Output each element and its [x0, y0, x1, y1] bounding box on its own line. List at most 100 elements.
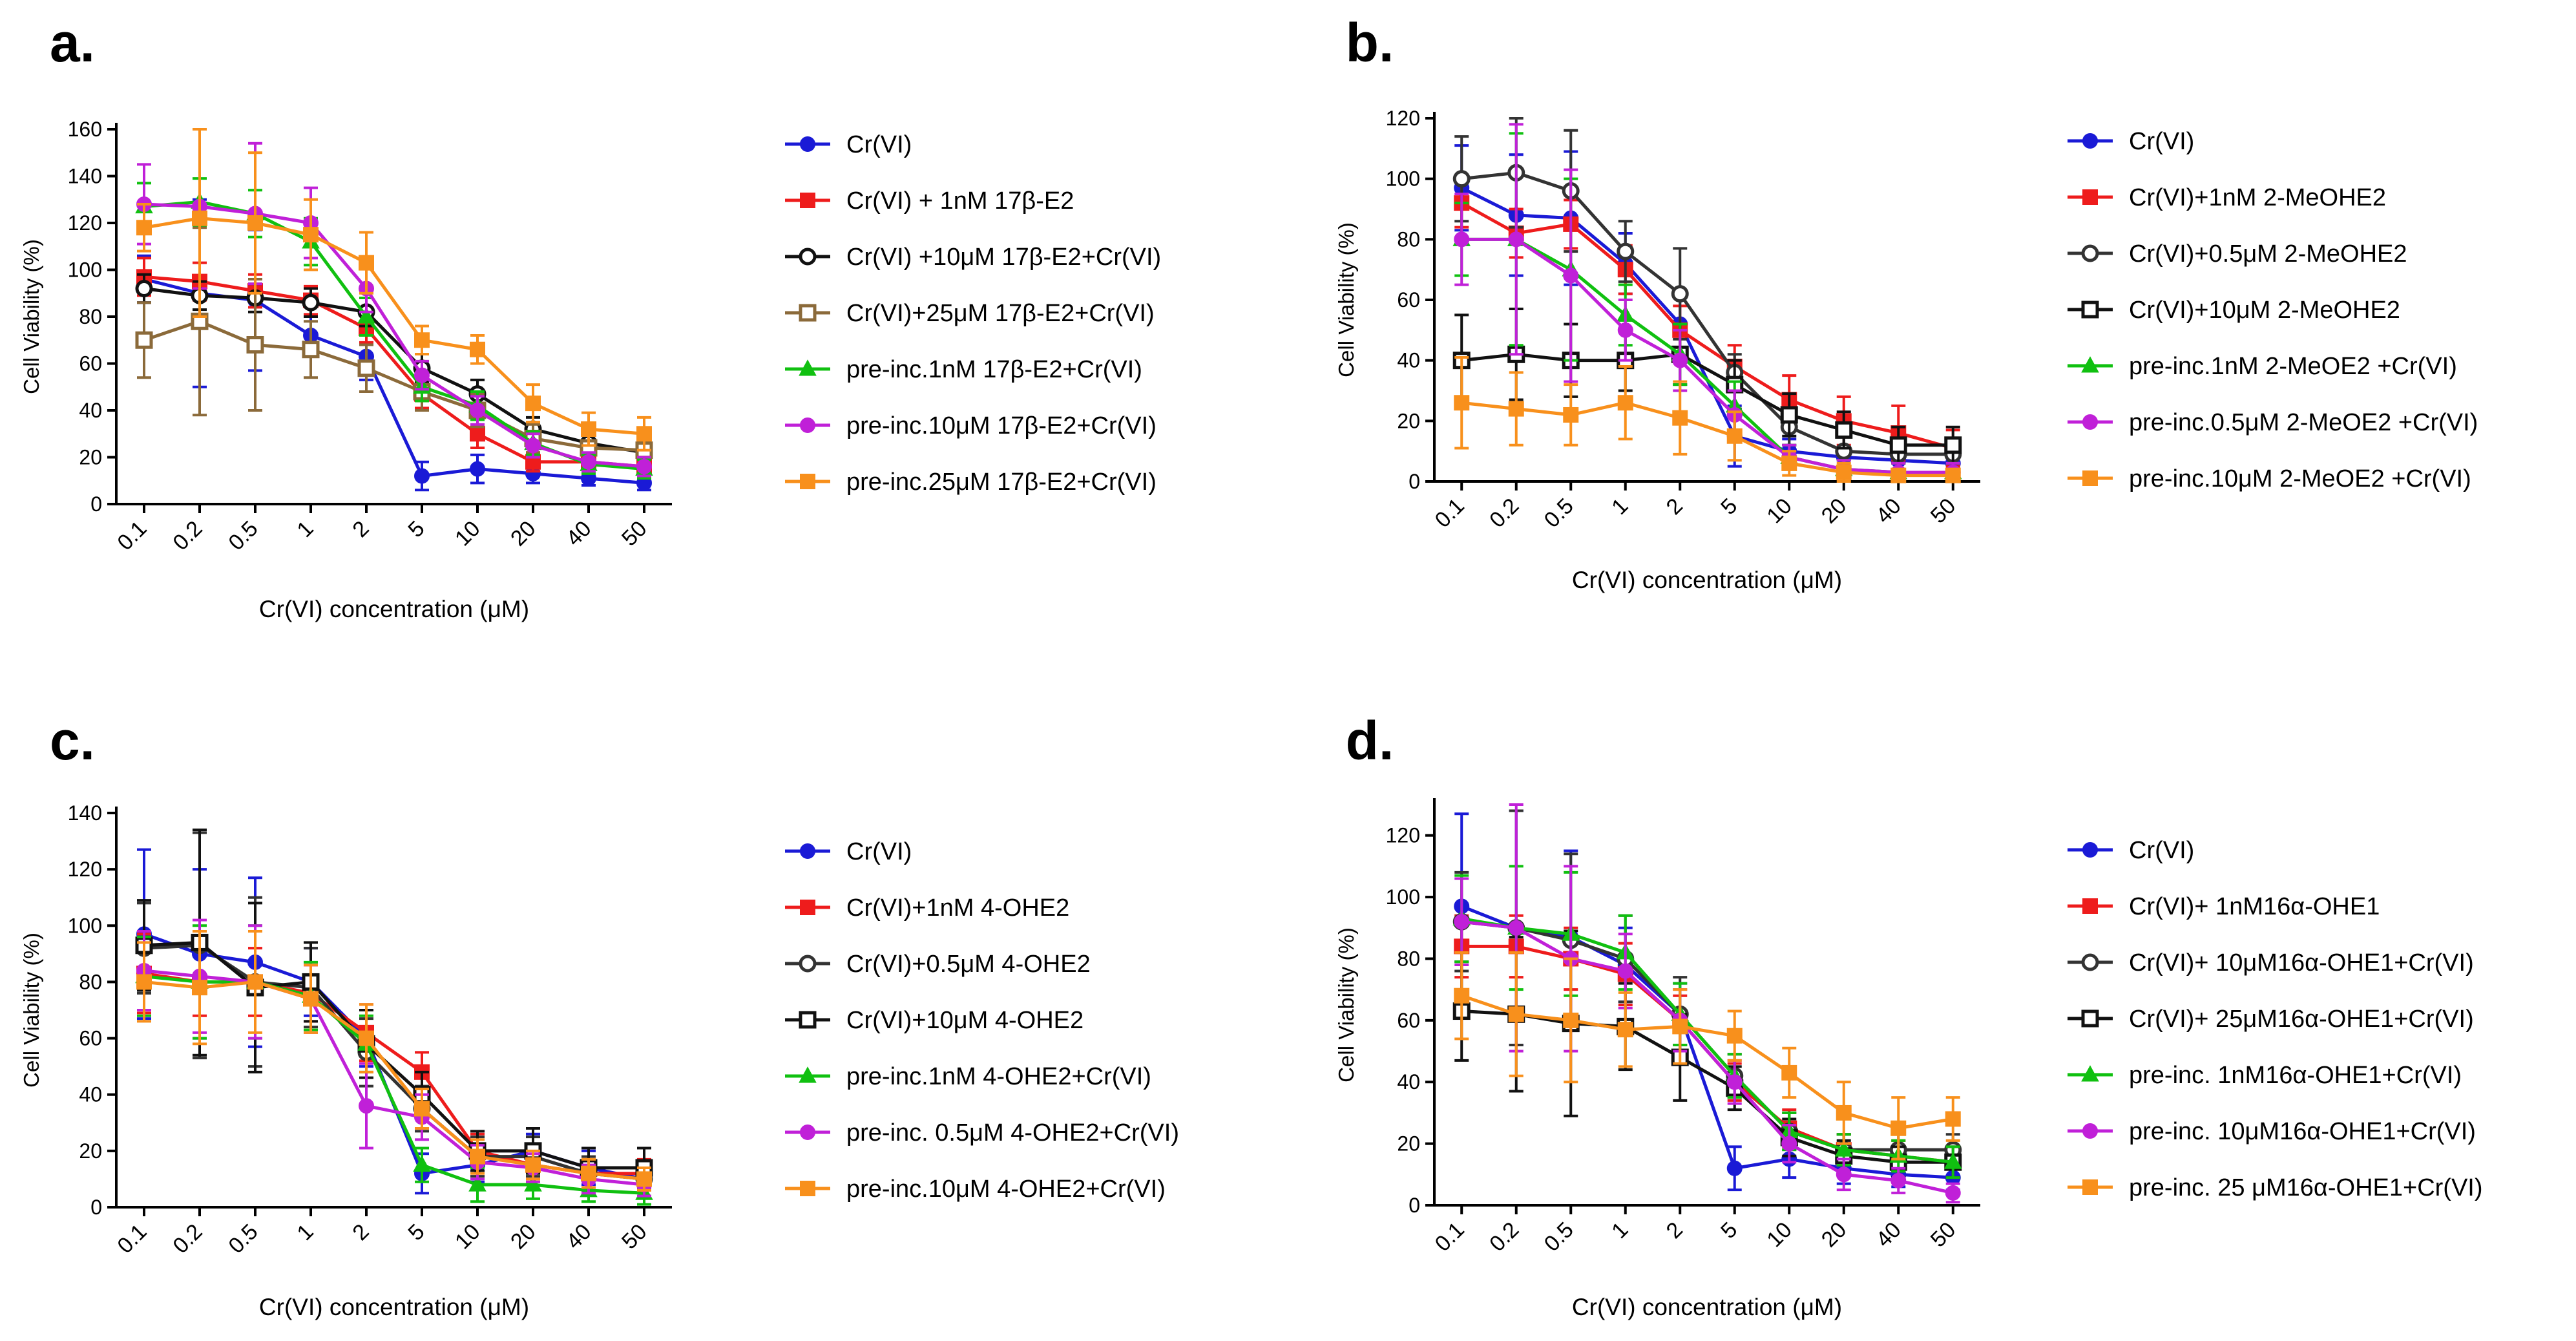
series-line: [143, 940, 644, 1170]
y-axis-label: Cell Viability (%): [1334, 927, 1358, 1082]
legend-marker: [2082, 842, 2098, 858]
series-4: [1452, 929, 1962, 1179]
legend-label: Cr(VI)+ 1nM16α-OHE1: [2129, 893, 2380, 920]
legend-item: Cr(VI)+ 10μM16α-OHE1+Cr(VI): [2068, 949, 2474, 977]
legend-item: Cr(VI)+ 25μM16α-OHE1+Cr(VI): [2068, 1006, 2474, 1033]
x-tick-label: 0.1: [1430, 494, 1469, 533]
y-tick-label: 20: [1397, 409, 1420, 432]
x-tick-label: 20: [1817, 1218, 1852, 1252]
y-tick-label: 140: [68, 801, 102, 825]
series-line: [1461, 916, 1954, 1164]
x-tick-label: 0.5: [1540, 1218, 1578, 1256]
data-point: [359, 1030, 374, 1046]
legend-marker: [2082, 133, 2098, 149]
panel-letter: c.: [50, 710, 95, 771]
data-point: [302, 341, 320, 359]
legend-label: Cr(VI) + 1nM 17β-E2: [846, 187, 1074, 215]
legend-item: pre-inc.10μM 2-MeOE2 +Cr(VI): [2068, 465, 2471, 492]
x-tick-label: 1: [292, 1220, 318, 1245]
x-tick-label: 10: [450, 516, 485, 551]
legend-item: Cr(VI)+ 1nM16α-OHE1: [2068, 893, 2380, 920]
data-point: [192, 210, 207, 226]
legend-marker: [800, 417, 815, 433]
legend-item: Cr(VI) + 1nM 17β-E2: [785, 187, 1074, 215]
x-tick-label: 10: [1762, 494, 1797, 529]
legend-item: pre-inc. 0.5μM 4-OHE2+Cr(VI): [785, 1119, 1179, 1146]
legend-marker: [2081, 1065, 2099, 1082]
y-tick-label: 80: [79, 305, 102, 328]
data-point: [1945, 1111, 1961, 1127]
legend-item: Cr(VI): [2068, 837, 2194, 864]
data-point: [192, 980, 207, 996]
legend-marker: [2082, 189, 2098, 205]
data-point: [1563, 268, 1579, 284]
legend-item: pre-inc.0.5μM 2-MeOE2 +Cr(VI): [2068, 409, 2478, 436]
data-point: [1454, 395, 1470, 411]
x-tick-label: 2: [348, 516, 373, 542]
x-axis-label: Cr(VI) concentration (μM): [1572, 1294, 1842, 1320]
x-tick-label: 20: [506, 516, 541, 551]
series-line: [1461, 905, 1953, 1179]
series-line: [1461, 994, 1954, 1130]
legend-label: pre-inc.0.5μM 2-MeOE2 +Cr(VI): [2129, 409, 2478, 436]
legend-item: pre-inc.10μM 17β-E2+Cr(VI): [785, 412, 1157, 439]
x-tick-label: 0.5: [224, 1220, 262, 1258]
series-2: [1454, 177, 1961, 468]
data-point: [136, 974, 152, 990]
legend-label: pre-inc.10μM 17β-E2+Cr(VI): [846, 412, 1157, 439]
legend-label: Cr(VI)+10μM 2-MeOHE2: [2129, 297, 2400, 324]
data-point: [1672, 410, 1688, 426]
x-tick-label: 0.5: [1540, 494, 1578, 533]
data-point: [581, 421, 596, 437]
series-4: [135, 829, 653, 1189]
y-tick-label: 60: [1397, 1009, 1420, 1032]
x-tick-label: 20: [1817, 494, 1852, 529]
data-point: [1508, 231, 1524, 248]
x-axis-label: Cr(VI) concentration (μM): [1572, 567, 1842, 593]
legend-marker: [799, 1011, 817, 1029]
legend-label: Cr(VI)+1nM 2-MeOHE2: [2129, 184, 2386, 211]
series-1: [1454, 809, 1961, 1192]
y-tick-label: 0: [1408, 470, 1420, 493]
legend-marker: [799, 359, 817, 376]
data-point: [1781, 455, 1797, 471]
data-point: [1617, 322, 1633, 338]
data-point: [524, 1175, 542, 1192]
series-line: [143, 319, 645, 452]
legend-marker: [2082, 470, 2098, 486]
series-7: [136, 930, 652, 1192]
legend-item: Cr(VI): [785, 131, 912, 158]
legend-label: Cr(VI): [2129, 128, 2194, 155]
legend-item: Cr(VI)+0.5μM 2-MeOHE2: [2068, 240, 2407, 268]
data-point: [414, 468, 430, 484]
y-tick-label: 20: [1397, 1132, 1420, 1156]
data-point: [1452, 170, 1471, 188]
data-point: [636, 426, 652, 442]
x-tick-label: 5: [403, 516, 429, 542]
legend-marker: [799, 248, 817, 266]
series-3: [135, 831, 653, 1198]
legend-label: Cr(VI): [846, 131, 912, 158]
data-point: [246, 336, 264, 354]
y-tick-label: 40: [79, 1083, 102, 1106]
legend-item: Cr(VI)+25μM 17β-E2+Cr(VI): [785, 300, 1155, 327]
legend-item: pre-inc.25μM 17β-E2+Cr(VI): [785, 469, 1157, 496]
y-tick-label: 120: [1386, 824, 1420, 847]
data-point: [1945, 1185, 1961, 1201]
data-point: [1672, 352, 1688, 368]
data-point: [1508, 920, 1524, 936]
data-point: [1890, 1172, 1907, 1188]
data-point: [1617, 1022, 1633, 1038]
y-tick-label: 100: [68, 259, 102, 282]
legend-marker: [800, 474, 815, 489]
series-line: [143, 969, 645, 1187]
legend-label: pre-inc.25μM 17β-E2+Cr(VI): [846, 469, 1157, 496]
x-tick-label: 2: [1662, 494, 1688, 520]
y-tick-label: 0: [1408, 1194, 1420, 1217]
y-tick-label: 60: [79, 1027, 102, 1050]
legend-marker: [2082, 1123, 2098, 1139]
series-line: [143, 200, 645, 471]
legend-label: Cr(VI) +10μM 17β-E2+Cr(VI): [846, 244, 1161, 271]
x-tick-label: 50: [617, 516, 652, 551]
legend-marker: [800, 843, 815, 859]
